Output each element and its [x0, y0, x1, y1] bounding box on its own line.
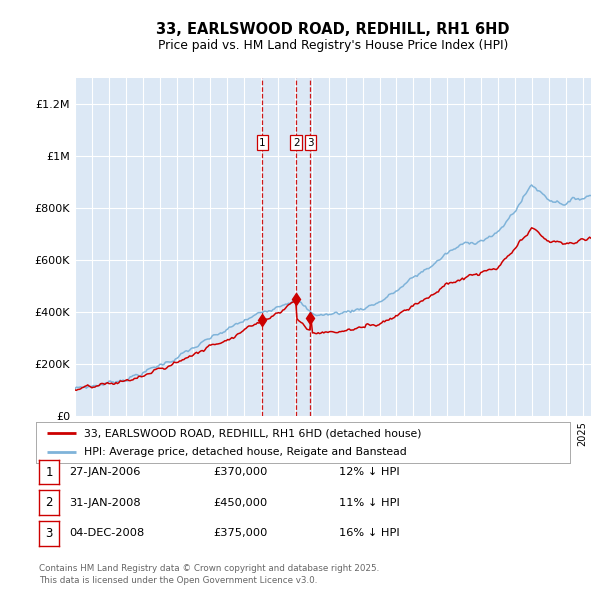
Text: £450,000: £450,000 — [213, 498, 267, 507]
Text: 3: 3 — [46, 527, 53, 540]
Text: 1: 1 — [259, 138, 266, 148]
Text: 2: 2 — [293, 138, 299, 148]
Text: 31-JAN-2008: 31-JAN-2008 — [69, 498, 140, 507]
Text: £370,000: £370,000 — [213, 467, 268, 477]
Text: Contains HM Land Registry data © Crown copyright and database right 2025.
This d: Contains HM Land Registry data © Crown c… — [39, 565, 379, 585]
Text: 16% ↓ HPI: 16% ↓ HPI — [339, 529, 400, 538]
Text: Price paid vs. HM Land Registry's House Price Index (HPI): Price paid vs. HM Land Registry's House … — [158, 39, 508, 52]
Text: £375,000: £375,000 — [213, 529, 268, 538]
Text: 1: 1 — [46, 466, 53, 478]
Text: HPI: Average price, detached house, Reigate and Banstead: HPI: Average price, detached house, Reig… — [84, 447, 407, 457]
Text: 33, EARLSWOOD ROAD, REDHILL, RH1 6HD: 33, EARLSWOOD ROAD, REDHILL, RH1 6HD — [156, 22, 510, 37]
Text: 27-JAN-2006: 27-JAN-2006 — [69, 467, 140, 477]
Text: 12% ↓ HPI: 12% ↓ HPI — [339, 467, 400, 477]
Text: 2: 2 — [46, 496, 53, 509]
Text: 04-DEC-2008: 04-DEC-2008 — [69, 529, 144, 538]
Text: 3: 3 — [307, 138, 314, 148]
Text: 33, EARLSWOOD ROAD, REDHILL, RH1 6HD (detached house): 33, EARLSWOOD ROAD, REDHILL, RH1 6HD (de… — [84, 428, 422, 438]
Text: 11% ↓ HPI: 11% ↓ HPI — [339, 498, 400, 507]
